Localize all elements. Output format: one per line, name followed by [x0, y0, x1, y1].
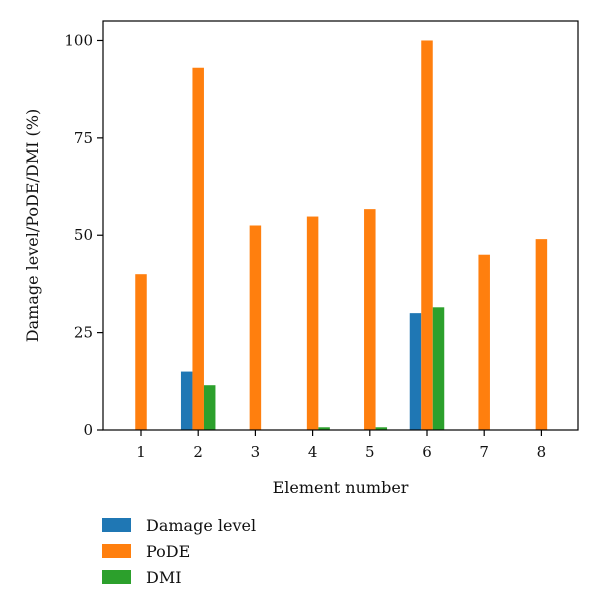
x-axis-label: Element number: [273, 478, 409, 497]
bar-pode: [306, 216, 319, 430]
x-tick-label: 6: [422, 443, 432, 461]
y-axis: 0 25 50 75 100: [64, 31, 103, 439]
legend-label: PoDE: [146, 542, 190, 561]
bar-dmi: [375, 427, 388, 430]
bar-dmi: [203, 385, 216, 430]
y-tick-label: 25: [74, 324, 93, 342]
x-tick-label: 7: [479, 443, 489, 461]
bar-damage-level: [409, 313, 422, 430]
legend-swatch: [102, 544, 131, 558]
y-tick-label: 0: [83, 421, 93, 439]
plot-frame: [102, 20, 579, 431]
y-tick-label: 50: [74, 226, 93, 244]
x-tick-label: 1: [136, 443, 146, 461]
y-axis-label: Damage level/PoDE/DMI (%): [23, 109, 42, 342]
legend: Damage level PoDE DMI: [102, 516, 256, 587]
x-tick-label: 4: [308, 443, 318, 461]
legend-swatch: [102, 518, 131, 532]
bar-dmi: [432, 307, 445, 430]
bar-pode: [364, 209, 376, 430]
x-tick-label: 5: [365, 443, 375, 461]
legend-label: DMI: [146, 568, 182, 587]
legend-swatch: [102, 570, 131, 584]
y-tick-label: 75: [74, 129, 93, 147]
bar-pode: [535, 239, 548, 430]
bar-pode: [135, 274, 147, 430]
legend-label: Damage level: [146, 516, 256, 535]
x-tick-label: 2: [193, 443, 203, 461]
bar-damage-level: [180, 371, 193, 430]
bar-pode: [421, 40, 433, 430]
bar-pode: [249, 225, 262, 430]
x-tick-label: 3: [251, 443, 261, 461]
x-axis: 1 2 3 4 5 6 7 8: [136, 430, 546, 461]
bar-pode: [478, 254, 490, 430]
plot-marks: [135, 40, 548, 430]
bar-pode: [192, 67, 204, 430]
x-tick-label: 8: [537, 443, 547, 461]
bar-dmi: [318, 427, 330, 430]
y-tick-label: 100: [64, 31, 93, 49]
